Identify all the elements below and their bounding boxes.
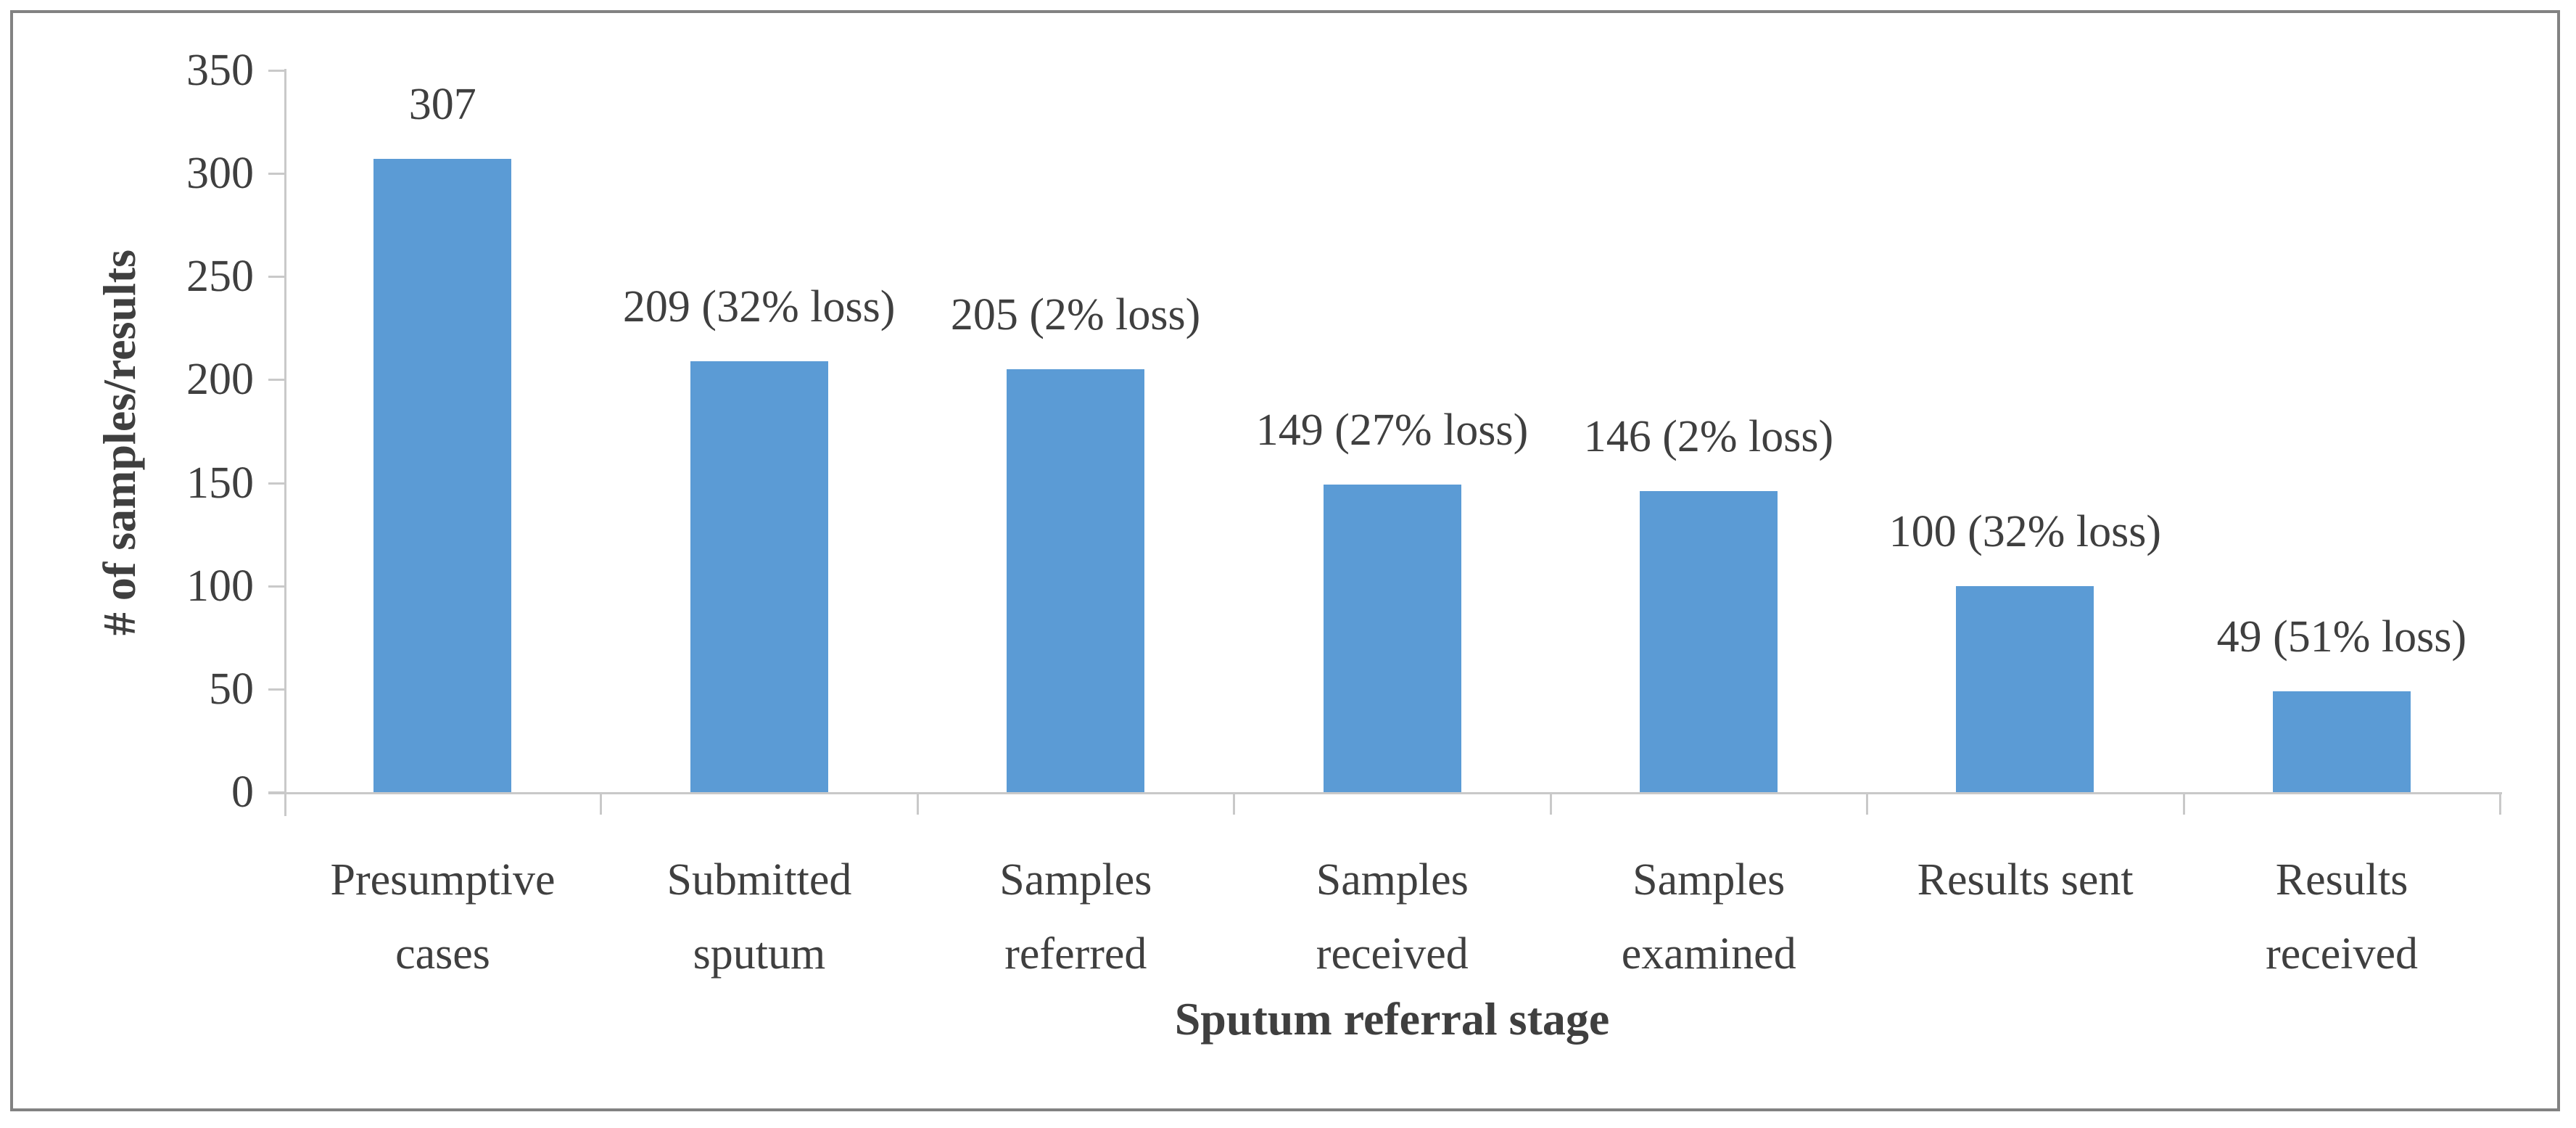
x-tick-mark: [2182, 794, 2185, 815]
x-tick-mark: [1549, 794, 1552, 815]
y-tick-mark: [268, 276, 285, 279]
category-label: Samples examined: [1621, 855, 1796, 979]
category-label: Presumptive cases: [330, 855, 556, 979]
y-tick-label: 350: [186, 46, 254, 95]
x-tick-mark: [1233, 794, 1236, 815]
bar-1: [373, 159, 512, 792]
bar-data-label: 100 (32% loss): [1888, 506, 2162, 556]
chart-border: [10, 10, 2560, 1111]
y-tick-mark: [268, 379, 285, 382]
x-axis-line: [268, 792, 2502, 794]
y-tick-label: 50: [209, 664, 254, 714]
x-axis-title: Sputum referral stage: [1174, 993, 1610, 1045]
y-tick-label: 150: [186, 458, 254, 508]
plot-area: 307 209 (32% loss) 205 (2% loss) 149 (27% l…: [284, 70, 2500, 792]
bar-6: [1956, 585, 2094, 792]
x-tick-mark: [1866, 794, 1869, 815]
y-tick-label: 200: [186, 355, 254, 405]
category-label: Submitted sputum: [666, 855, 852, 979]
x-tick-mark: [2499, 794, 2501, 815]
category-label: Samples referred: [999, 855, 1152, 979]
bar-data-label: 205 (2% loss): [950, 290, 1201, 340]
y-tick-mark: [268, 173, 285, 176]
y-tick-mark: [268, 585, 285, 588]
bar-7: [2272, 691, 2411, 792]
bar-2: [690, 361, 828, 792]
y-tick-label: 300: [186, 149, 254, 199]
bar-data-label: 209 (32% loss): [622, 281, 896, 332]
category-label: Results received: [2266, 855, 2419, 979]
bar-data-label: 146 (2% loss): [1583, 411, 1834, 461]
y-tick-mark: [268, 688, 285, 691]
x-tick-mark: [916, 794, 919, 815]
y-axis-line: [284, 69, 286, 816]
category-label: Results sent: [1917, 855, 2134, 905]
y-tick-mark: [268, 70, 285, 72]
bar-3: [1007, 369, 1145, 792]
bar-5: [1639, 490, 1778, 792]
bar-data-label: 149 (27% loss): [1255, 405, 1529, 456]
y-tick-label: 100: [186, 561, 254, 611]
category-label: Samples received: [1316, 855, 1469, 979]
y-tick-mark: [268, 482, 285, 485]
bar-data-label: 307: [408, 80, 476, 130]
bar-4: [1323, 485, 1461, 792]
y-tick-label: 0: [231, 767, 254, 817]
x-tick-mark: [600, 794, 603, 815]
y-tick-label: 250: [186, 252, 254, 302]
bar-data-label: 49 (51% loss): [2216, 612, 2466, 662]
